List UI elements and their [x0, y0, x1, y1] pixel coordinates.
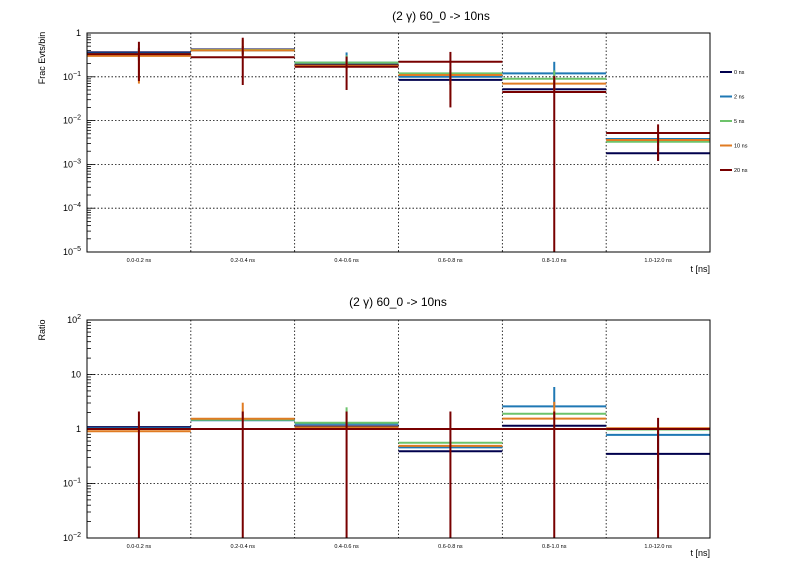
bottom-y-tick-label: 10−2 [63, 532, 81, 543]
top-y-tick-label: 10−2 [63, 115, 81, 126]
bottom-y-tick-label: 1 [76, 424, 81, 434]
top-chart-ylabel: Frac Evts/bin [37, 32, 47, 85]
top-y-tick-label: 10−1 [63, 71, 81, 82]
legend-label: 0 ns [734, 70, 745, 76]
top-y-tick-label: 10−3 [63, 158, 81, 169]
top-chart-title: (2 γ) 60_0 -> 10ns [392, 9, 490, 23]
bottom-y-tick-label: 10−1 [63, 478, 81, 489]
bottom-x-tick-label: 0.8-1.0 ns [542, 544, 567, 550]
top-chart-xlabel: t [ns] [690, 264, 710, 274]
top-plot-frame [86, 32, 711, 253]
top-x-tick-label: 0.0-0.2 ns [127, 258, 152, 264]
bottom-plot-frame [86, 319, 711, 539]
top-x-tick-label: 0.4-0.6 ns [334, 258, 359, 264]
legend-label: 20 ns [734, 168, 748, 174]
bottom-chart-title: (2 γ) 60_0 -> 10ns [349, 295, 447, 309]
bottom-y-tick-label: 102 [67, 314, 81, 325]
top-y-tick-label: 10−5 [63, 246, 81, 257]
bottom-x-tick-label: 1.0-12.0 ns [644, 544, 672, 550]
chart-marks: 1 10−1 10−2 10−3 10−4 10−5 0.0-0.2 ns 0.2-0.4 n… [63, 28, 748, 550]
legend-label: 5 ns [734, 119, 745, 125]
bottom-x-tick-label: 0.4-0.6 ns [334, 544, 359, 550]
bottom-chart-xlabel: t [ns] [690, 548, 710, 558]
top-y-tick-label: 1 [76, 28, 81, 38]
legend-label: 10 ns [734, 144, 748, 150]
bottom-x-tick-label: 0.6-0.8 ns [438, 544, 463, 550]
top-x-tick-label: 0.2-0.4 ns [231, 258, 256, 264]
top-x-tick-label: 1.0-12.0 ns [644, 258, 672, 264]
bottom-chart-ylabel: Ratio [37, 319, 47, 340]
bottom-x-tick-label: 0.0-0.2 ns [127, 544, 152, 550]
top-x-tick-label: 0.6-0.8 ns [438, 258, 463, 264]
legend-label: 2 ns [734, 95, 745, 101]
bottom-y-tick-label: 10 [71, 370, 81, 380]
top-x-tick-label: 0.8-1.0 ns [542, 258, 567, 264]
top-y-tick-label: 10−4 [63, 202, 81, 213]
bottom-x-tick-label: 0.2-0.4 ns [231, 544, 256, 550]
